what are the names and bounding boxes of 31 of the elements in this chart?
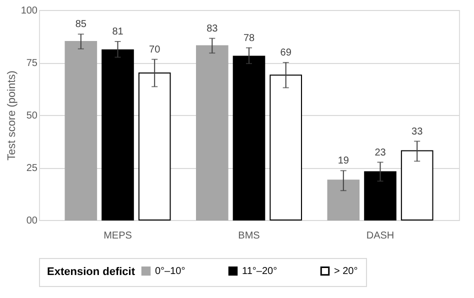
bar [400,150,434,220]
legend-label: > 20° [334,266,358,278]
data-label: 70 [149,44,161,56]
x-tick-label: DASH [366,230,394,242]
data-label: 81 [112,26,124,38]
legend-title: Extension deficit [47,266,136,278]
x-tick-label: BMS [238,230,260,242]
data-label: 78 [243,32,255,44]
y-axis-title: Test score (points) [6,70,18,160]
bar [102,49,134,220]
y-tick-label: 75 [26,58,38,69]
y-tick-label: 50 [26,110,38,122]
x-tick-label: MEPS [104,230,132,242]
bar [364,171,396,220]
bar [327,180,360,220]
y-tick-label: 00 [26,216,38,226]
data-label: 85 [75,19,87,30]
legend-label: 0°–10° [155,266,186,278]
data-label: 83 [206,23,218,34]
bar [64,41,98,220]
bar [232,56,266,220]
bar [270,74,302,220]
data-label: 69 [280,48,292,58]
bar [196,45,228,220]
y-tick-label: 100 [20,6,38,16]
data-label: 19 [338,156,350,167]
data-label: 33 [412,126,424,138]
y-tick-label: 25 [26,163,38,174]
legend-label: 11°–20° [242,266,278,278]
bar [138,72,171,220]
data-label: 23 [374,147,386,158]
